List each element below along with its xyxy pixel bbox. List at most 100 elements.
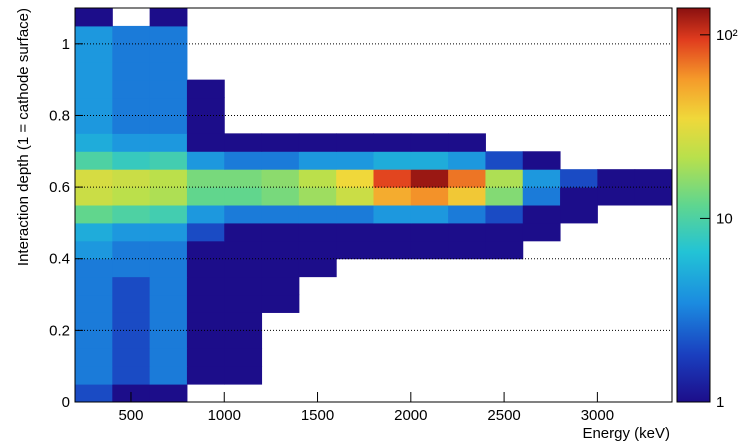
heat-cell <box>75 151 113 170</box>
heat-cell <box>75 187 113 206</box>
heat-cell <box>75 312 113 331</box>
heat-cell <box>75 97 113 116</box>
heat-cell <box>224 276 263 296</box>
z-tick-label: 1 <box>716 394 724 411</box>
heat-cell <box>186 115 225 134</box>
heat-cell <box>224 294 263 313</box>
heat-cell <box>373 205 412 224</box>
color-bar <box>676 7 711 403</box>
heat-cell <box>149 115 188 134</box>
heat-cell <box>112 205 151 224</box>
heat-cell <box>112 258 151 278</box>
heat-cell <box>634 187 673 206</box>
heat-cell <box>75 61 113 81</box>
heat-cell <box>336 205 374 224</box>
heat-cell <box>186 97 225 116</box>
heat-cell <box>149 205 188 224</box>
heat-cell <box>261 151 300 170</box>
heat-cell <box>186 169 225 188</box>
heat-cell <box>560 205 598 224</box>
heat-cell <box>112 366 151 385</box>
heat-cell <box>336 222 374 242</box>
heat-cell <box>149 384 188 403</box>
heat-cell <box>112 133 151 152</box>
heat-cell <box>522 205 561 224</box>
heat-cell <box>186 366 225 385</box>
heat-cell <box>224 330 263 349</box>
heat-cell <box>298 187 337 206</box>
heat-cell <box>336 240 374 260</box>
heat-cell <box>224 151 263 170</box>
y-tick-label: 0.6 <box>49 179 70 196</box>
heat-cell <box>448 151 486 170</box>
heat-cell <box>149 312 188 331</box>
y-tick-label: 0 <box>62 394 70 411</box>
heat-cell <box>224 222 263 242</box>
heat-cell <box>75 366 113 385</box>
heat-cell <box>112 312 151 331</box>
heat-cell <box>224 187 263 206</box>
heat-cell <box>410 187 449 206</box>
heat-cell <box>261 205 300 224</box>
heat-cell <box>112 115 151 134</box>
heat-cell <box>336 187 374 206</box>
heat-cell <box>149 79 188 99</box>
heat-cell <box>448 205 486 224</box>
heat-cell <box>75 384 113 403</box>
heat-cell <box>448 169 486 188</box>
heat-cell <box>186 187 225 206</box>
heat-cell <box>112 61 151 81</box>
heat-cell <box>224 312 263 331</box>
heat-cell <box>298 240 337 260</box>
heat-cell <box>224 169 263 188</box>
heat-cell <box>75 348 113 367</box>
heat-cell <box>224 133 263 152</box>
heat-cell <box>373 222 412 242</box>
heat-cell <box>112 294 151 313</box>
heat-cell <box>485 151 524 170</box>
y-tick-label: 0.4 <box>49 251 70 268</box>
heat-cell <box>522 187 561 206</box>
heat-cell <box>186 79 225 99</box>
z-tick-label: 10² <box>716 27 738 44</box>
heat-cell <box>112 330 151 349</box>
heat-cell <box>261 169 300 188</box>
heat-cell <box>112 79 151 99</box>
heat-cell <box>186 276 225 296</box>
heat-cell <box>560 187 598 206</box>
heat-cell <box>149 8 188 27</box>
heat-cell <box>75 205 113 224</box>
heat-cell <box>224 240 263 260</box>
heat-cell <box>112 276 151 296</box>
heat-cell <box>75 240 113 260</box>
heat-cell <box>261 187 300 206</box>
heat-cell <box>373 133 412 152</box>
heat-cell <box>224 366 263 385</box>
heat-cell <box>149 276 188 296</box>
heat-cell <box>186 348 225 367</box>
heat-cell <box>448 133 486 152</box>
heat-cell <box>186 151 225 170</box>
heat-cell <box>149 187 188 206</box>
heat-cell <box>298 258 337 278</box>
heat-cell <box>75 169 113 188</box>
heat-cell <box>186 133 225 152</box>
heat-cell <box>149 43 188 63</box>
heat-cell <box>298 205 337 224</box>
heat-cell <box>186 312 225 331</box>
heat-cell <box>410 133 449 152</box>
heat-cell <box>112 97 151 116</box>
heat-cell <box>336 133 374 152</box>
heat-cell <box>75 8 113 27</box>
x-tick-label: 2000 <box>394 407 427 424</box>
heat-cell <box>597 169 636 188</box>
heat-cell <box>186 240 225 260</box>
heat-cell <box>75 43 113 63</box>
heat-cell <box>298 222 337 242</box>
heat-cell <box>410 151 449 170</box>
heat-cell <box>75 25 113 45</box>
x-tick-label: 2500 <box>487 407 520 424</box>
heat-cell <box>448 222 486 242</box>
heat-cell <box>186 222 225 242</box>
heat-cell <box>410 205 449 224</box>
